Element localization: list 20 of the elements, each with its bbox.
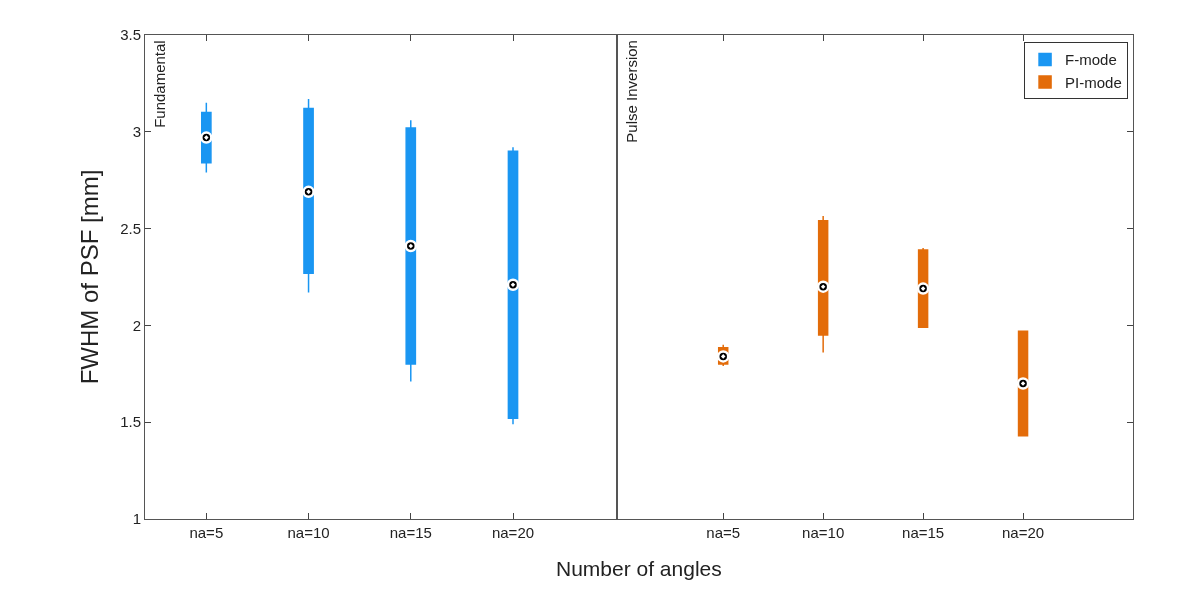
x-tick-label: na=5 — [706, 524, 741, 541]
y-tick-label: 2.5 — [120, 219, 141, 237]
y-tick-label: 2 — [132, 316, 141, 334]
x-tick-label: na=20 — [491, 524, 535, 541]
y-tick-label: 3 — [132, 123, 141, 141]
y-tick-label: 3.5 — [120, 26, 141, 44]
annotation: Pulse Inversion — [622, 40, 640, 143]
x-tick-label: na=20 — [1001, 524, 1045, 541]
x-tick-label: na=5 — [189, 524, 224, 541]
x-tick-label: na=15 — [902, 524, 945, 541]
y-tick-label: 1.5 — [120, 413, 141, 431]
legend-label: F-mode — [1065, 51, 1117, 69]
x-axis-title: Number of angles — [556, 557, 722, 580]
annotation: Fundamental — [151, 40, 169, 128]
x-tick-label: na=15 — [389, 524, 432, 541]
x-tick-label: na=10 — [802, 524, 845, 541]
y-axis-title: FWHM of PSF [mm] — [76, 169, 104, 385]
x-tick-label: na=10 — [287, 524, 330, 541]
legend-label: PI-mode — [1065, 73, 1122, 91]
y-tick-label: 1 — [132, 510, 141, 528]
